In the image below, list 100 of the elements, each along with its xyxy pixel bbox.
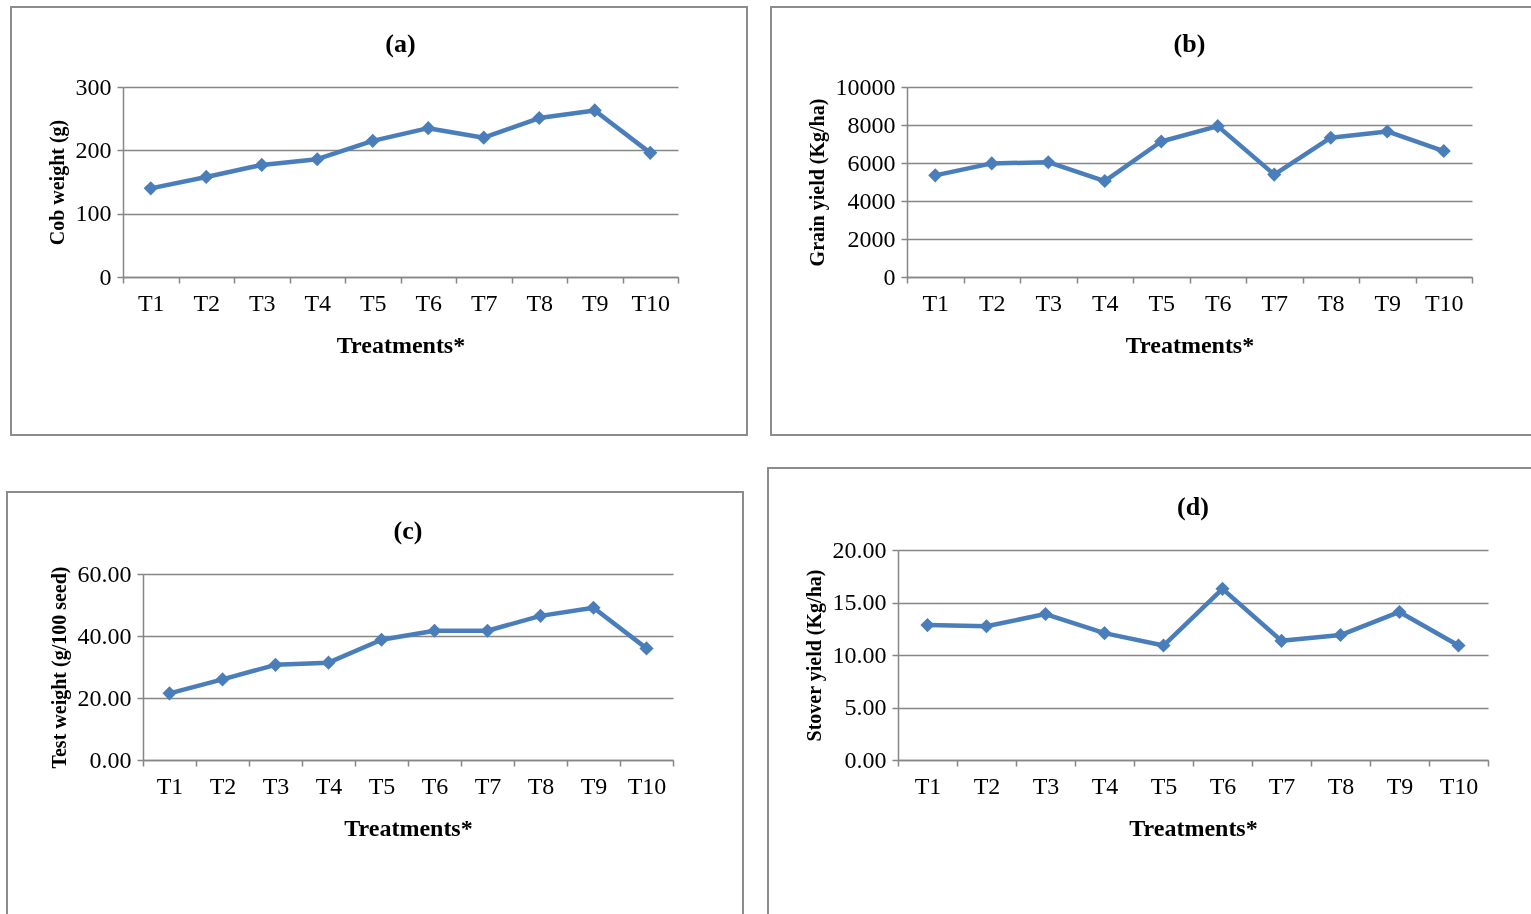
x-tick-label: T6 — [1209, 772, 1237, 799]
point — [1380, 124, 1395, 139]
y-tick-label: 10.00 — [832, 641, 887, 668]
point — [1097, 626, 1112, 641]
point — [421, 121, 436, 136]
y-axis-title: Stover yield (Kg/ha) — [802, 569, 826, 742]
x-tick-label: T7 — [1261, 289, 1289, 316]
x-axis-title: Treatments* — [1129, 814, 1258, 841]
point — [532, 110, 547, 126]
point — [639, 641, 654, 656]
y-tick-label: 0 — [99, 263, 112, 290]
x-tick-label: T5 — [1148, 289, 1176, 316]
point — [215, 672, 230, 687]
x-axis-title: Treatments* — [1125, 331, 1255, 358]
y-axis-title: Grain yield (Kg/ha) — [805, 98, 829, 267]
point — [1267, 167, 1282, 182]
x-tick-label: T4 — [1091, 289, 1119, 316]
x-tick-label: T7 — [1268, 772, 1296, 799]
x-tick-label: T1 — [922, 289, 950, 316]
y-tick-label: 6000 — [847, 149, 896, 176]
y-tick-label: 2000 — [847, 225, 896, 252]
x-tick-label: T3 — [262, 772, 290, 799]
y-tick-label: 200 — [75, 136, 112, 163]
x-axis-title: Treatments* — [336, 331, 466, 358]
point — [365, 133, 380, 148]
chart-title: (a) — [385, 29, 416, 58]
point — [1274, 633, 1289, 648]
point — [587, 103, 602, 118]
chart-title: (d) — [1177, 492, 1209, 521]
point — [162, 686, 177, 701]
x-tick-label: T4 — [1091, 772, 1119, 799]
x-tick-label: T1 — [156, 772, 184, 799]
point — [143, 181, 158, 196]
point — [1156, 638, 1171, 653]
x-tick-label: T3 — [1032, 772, 1060, 799]
x-tick-label: T10 — [631, 289, 671, 316]
y-tick-label: 4000 — [847, 187, 896, 214]
x-tick-label: T2 — [193, 289, 221, 316]
point — [321, 655, 336, 670]
point — [979, 619, 994, 634]
point — [643, 145, 658, 160]
y-tick-label: 0 — [883, 263, 896, 290]
x-tick-label: T3 — [1035, 289, 1063, 316]
x-tick-label: T7 — [474, 772, 502, 799]
x-tick-label: T5 — [1150, 772, 1178, 799]
x-tick-label: T2 — [209, 772, 237, 799]
point — [1154, 134, 1169, 149]
point — [1038, 606, 1053, 622]
y-tick-label: 0.00 — [89, 746, 132, 773]
x-tick-label: T9 — [580, 772, 608, 799]
point — [374, 632, 389, 647]
y-tick-label: 8000 — [847, 111, 896, 138]
point — [1097, 173, 1112, 189]
y-tick-label: 20.00 — [832, 536, 887, 563]
y-tick-label: 40.00 — [77, 622, 132, 649]
y-tick-label: 0.00 — [844, 746, 887, 773]
x-tick-label: T4 — [304, 289, 332, 316]
point — [310, 152, 325, 167]
y-tick-label: 15.00 — [832, 589, 887, 615]
point — [920, 618, 935, 633]
point — [533, 608, 548, 623]
point — [1451, 638, 1466, 653]
x-tick-label: T8 — [1317, 289, 1345, 316]
point — [1323, 130, 1338, 145]
y-tick-label: 5.00 — [844, 694, 887, 720]
x-axis-title: Treatments* — [344, 814, 473, 841]
x-tick-label: T9 — [1374, 289, 1402, 316]
y-tick-label: 100 — [75, 200, 112, 227]
chart-title: (c) — [393, 516, 423, 545]
x-tick-label: T6 — [421, 772, 449, 799]
x-tick-label: T1 — [914, 772, 942, 799]
point — [1041, 155, 1056, 170]
chart-title: (b) — [1173, 29, 1206, 58]
point — [476, 130, 491, 145]
x-tick-label: T10 — [1439, 772, 1479, 799]
point — [480, 623, 495, 638]
x-tick-label: T5 — [359, 289, 387, 316]
x-tick-label: T10 — [627, 772, 667, 799]
point — [1333, 627, 1348, 643]
y-axis-title: Cob weight (g) — [45, 119, 69, 246]
point — [254, 157, 269, 172]
y-tick-label: 10000 — [835, 73, 896, 100]
x-tick-label: T2 — [978, 289, 1006, 316]
point — [427, 623, 442, 638]
point — [268, 657, 283, 672]
x-tick-label: T8 — [1327, 772, 1355, 799]
point — [1210, 119, 1225, 134]
point — [928, 168, 943, 183]
x-tick-label: T2 — [973, 772, 1001, 799]
x-tick-label: T10 — [1424, 289, 1464, 316]
x-tick-label: T6 — [415, 289, 443, 316]
x-tick-label: T9 — [581, 289, 609, 316]
y-tick-label: 20.00 — [77, 684, 132, 711]
point — [1436, 143, 1451, 159]
y-tick-label: 60.00 — [77, 560, 132, 587]
y-axis-title: Test weight (g/100 seed) — [47, 566, 71, 769]
x-tick-label: T8 — [526, 289, 554, 316]
x-tick-label: T3 — [248, 289, 276, 316]
point — [586, 600, 601, 615]
point — [1392, 604, 1407, 620]
